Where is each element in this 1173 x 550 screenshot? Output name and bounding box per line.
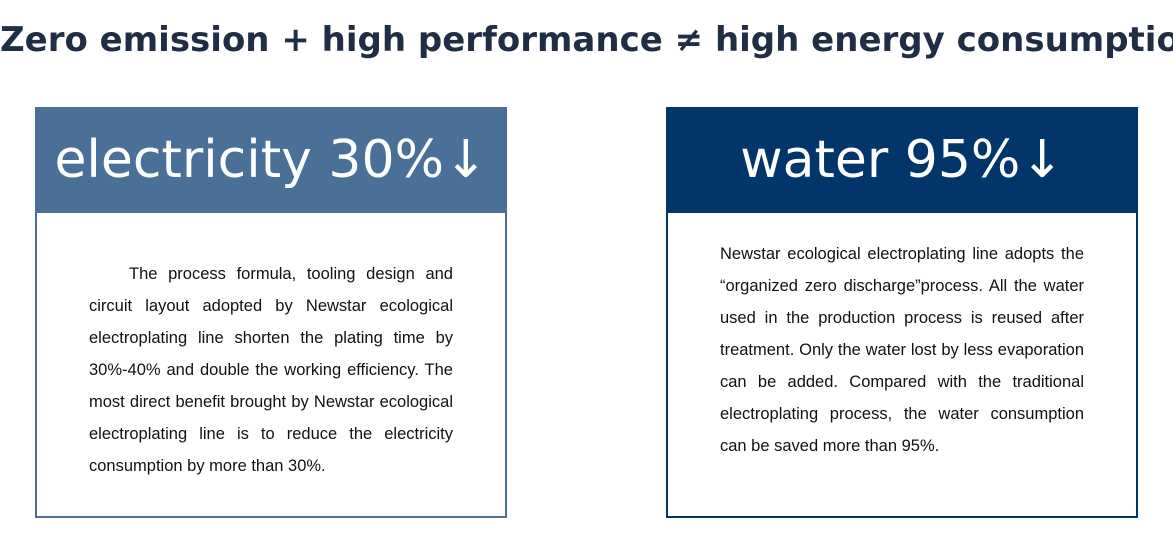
card-heading: water 95%↓ (666, 107, 1138, 213)
card-heading: electricity 30%↓ (35, 107, 507, 213)
card: electricity 30%↓ The process formula, to… (35, 107, 507, 518)
card-text: Newstar ecological electroplating line a… (720, 245, 1084, 455)
page-title: Zero emission + high performance ≠ high … (0, 20, 1173, 60)
card: water 95%↓ Newstar ecological electropla… (666, 107, 1138, 518)
card-text: The process formula, tooling design and … (89, 265, 453, 475)
